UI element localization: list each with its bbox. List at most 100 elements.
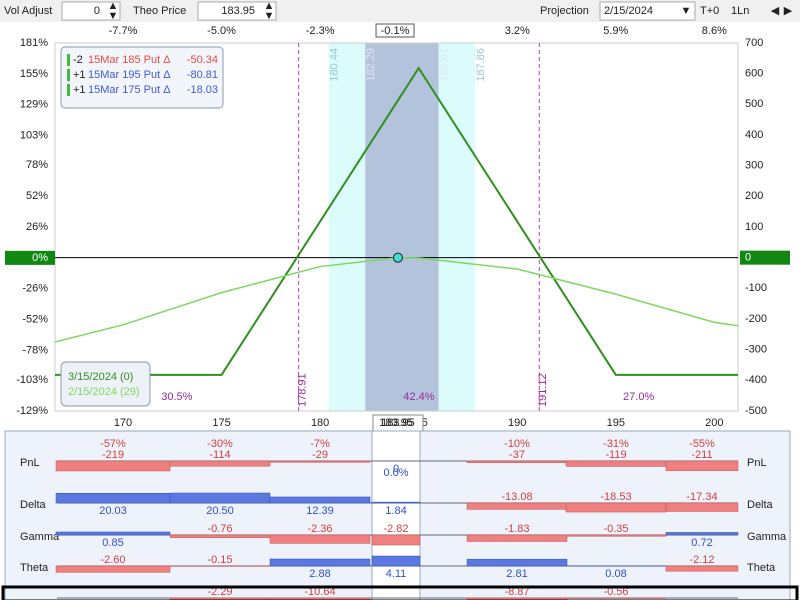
x-tick-label: 180 — [311, 417, 329, 429]
greek-bar — [55, 531, 171, 536]
dropdown-arrow[interactable]: ▼ — [681, 5, 692, 17]
greek-value: -2.60 — [100, 554, 125, 566]
greek-bar — [269, 558, 371, 567]
greek-value: -10.64 — [304, 586, 335, 598]
greek-value: -37 — [509, 449, 525, 461]
y2-tick-label: 155% — [20, 68, 48, 80]
greek-bar — [371, 501, 421, 504]
pct-value: -10% — [504, 438, 530, 450]
y2-tick-label: 52% — [26, 190, 48, 202]
y-tick-label: -500 — [745, 405, 767, 417]
legend-delta: -18.03 — [187, 84, 218, 96]
lines-button[interactable]: 1Ln — [731, 5, 749, 17]
y-tick-label: 300 — [745, 160, 763, 172]
y-tick-label: -300 — [745, 344, 767, 356]
greek-value: -0.56 — [603, 586, 628, 598]
row-label: Delta — [747, 499, 774, 511]
legend-desc: 15Mar 195 Put Δ — [88, 69, 171, 81]
greek-value: 4.11 — [386, 568, 407, 580]
greek-value: 0.85 — [102, 537, 123, 549]
selection-frame — [1, 585, 799, 600]
series-legend-entry: 2/15/2024 (29) — [68, 386, 140, 398]
top-tick-label: 3.2% — [505, 25, 530, 37]
spin-down[interactable]: ▼ — [108, 10, 119, 22]
series-legend-entry: 3/15/2024 (0) — [68, 371, 133, 383]
greek-value: -114 — [209, 449, 230, 461]
y-tick-label: 400 — [745, 129, 763, 141]
y2-tick-label: -78% — [22, 344, 48, 356]
spin-up[interactable]: ▲ — [108, 0, 119, 12]
current-price-label: 183.95 — [381, 417, 415, 429]
greek-bar — [565, 597, 667, 599]
greek-bar — [565, 534, 667, 537]
input-value: 0 — [94, 5, 100, 17]
greek-bar — [466, 502, 568, 510]
band-label: 182.29 — [365, 48, 377, 82]
greek-value: -0.76 — [207, 523, 232, 535]
band-label: 186.01 — [438, 48, 450, 82]
label: Theo Price — [133, 5, 186, 17]
greek-value: 2.88 — [309, 568, 330, 580]
y-tick-label: 0 — [745, 252, 751, 264]
row-label: PnL — [747, 457, 767, 469]
plot-frame — [54, 42, 739, 412]
spin-down[interactable]: ▼ — [264, 10, 275, 22]
greek-bar — [269, 496, 371, 504]
top-tick-label: 5.9% — [603, 25, 628, 37]
greek-value: -18.53 — [600, 491, 631, 503]
greek-bar — [55, 565, 171, 573]
y-tick-label: 500 — [745, 98, 763, 110]
greek-bar — [269, 534, 371, 544]
vol-adjust-input[interactable] — [61, 1, 121, 21]
greek-bar — [665, 532, 739, 536]
greek-value: -219 — [102, 449, 124, 461]
legend-desc: 15Mar 175 Put Δ — [88, 84, 171, 96]
row-label: Delta — [20, 499, 47, 511]
probability-label: 30.5% — [161, 391, 192, 403]
y2-tick-label: -103% — [16, 374, 48, 386]
greek-bar — [466, 597, 568, 600]
greek-bar — [466, 460, 568, 463]
legend-qty: +1 — [73, 84, 86, 96]
greek-bar — [169, 460, 271, 467]
greek-value: 0.72 — [691, 537, 712, 549]
price-band — [365, 43, 439, 411]
y2-tick-label: 78% — [26, 159, 48, 171]
row-label: Theta — [20, 562, 49, 574]
pct-value: -55% — [689, 438, 715, 450]
y-tick-label: -200 — [745, 313, 767, 325]
greek-bar — [371, 534, 421, 546]
t-button[interactable]: T+0 — [700, 5, 719, 17]
spin-up[interactable]: ▲ — [264, 0, 275, 12]
y2-tick-label: -52% — [22, 313, 48, 325]
prev-button[interactable]: ◀ — [771, 5, 780, 17]
row-label: Theta — [747, 562, 776, 574]
greek-value: -1.83 — [504, 523, 529, 535]
greek-value: -17.34 — [686, 491, 717, 503]
payoff-chart: 180.44 187.86 182.29 186.01 178.91 191.12 30.5… — [5, 23, 790, 432]
pct-value: -31% — [603, 438, 629, 450]
y2-tick-label: 181% — [20, 37, 48, 49]
greek-value: -29 — [312, 449, 328, 461]
greek-bar — [665, 565, 739, 572]
probability-label: 27.0% — [623, 391, 654, 403]
y-tick-label: 700 — [745, 37, 763, 49]
greek-value: 20.50 — [206, 505, 234, 517]
label: Vol Adjust — [4, 5, 52, 17]
breakeven-label: 191.12 — [537, 373, 549, 407]
greek-bar — [169, 534, 271, 538]
legend-box — [60, 46, 224, 109]
legend-qty: +1 — [73, 69, 86, 81]
greek-value: -0.35 — [603, 523, 628, 535]
y2-tick-label: -26% — [22, 283, 48, 295]
top-tick-label: 8.6% — [702, 25, 727, 37]
pct-value: 0.0% — [383, 467, 408, 479]
next-button[interactable]: ▶ — [784, 5, 793, 17]
legend-tick — [67, 69, 70, 81]
greek-bar — [55, 492, 171, 504]
theo-price-input[interactable] — [197, 1, 277, 21]
projection-select[interactable] — [599, 1, 696, 21]
legend-desc: 15Mar 185 Put Δ — [88, 54, 171, 66]
label: Projection — [540, 5, 589, 17]
